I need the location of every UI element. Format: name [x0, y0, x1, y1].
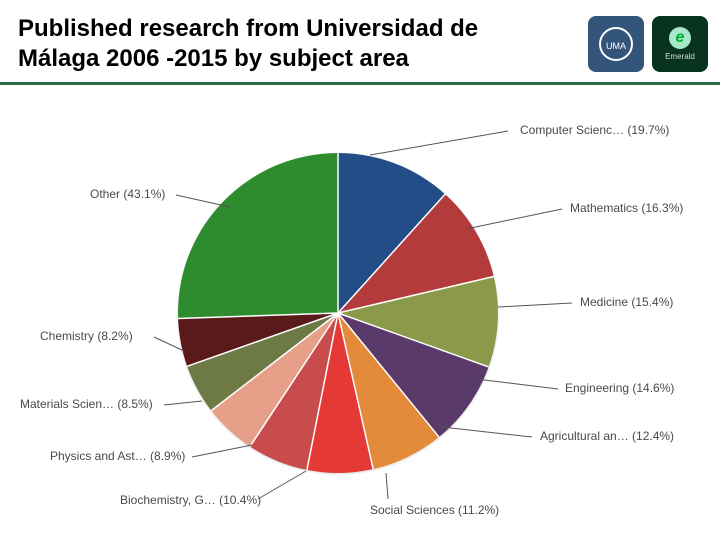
pie-chart: Computer Scienc… (19.7%) Mathematics (16.…	[0, 85, 720, 555]
slice-label: Medicine (15.4%)	[580, 295, 673, 309]
page-title: Published research from Universidad de M…	[18, 14, 538, 74]
university-logo: UMA	[588, 16, 644, 72]
svg-text:UMA: UMA	[606, 41, 626, 51]
slice-label: Materials Scien… (8.5%)	[20, 397, 153, 411]
logos: UMA eEmerald	[588, 16, 708, 72]
slice-label: Physics and Ast… (8.9%)	[50, 449, 185, 463]
slice-label: Biochemistry, G… (10.4%)	[120, 493, 261, 507]
pie-wrap	[178, 153, 498, 473]
slice-label: Engineering (14.6%)	[565, 381, 674, 395]
slice-label: Social Sciences (11.2%)	[370, 503, 499, 517]
slice-label: Other (43.1%)	[90, 187, 165, 201]
emerald-logo: eEmerald	[652, 16, 708, 72]
slice-label: Computer Scienc… (19.7%)	[520, 123, 669, 137]
slice-label: Mathematics (16.3%)	[570, 201, 683, 215]
slide: { "title": "Published research from Univ…	[0, 0, 720, 540]
slice-label: Agricultural an… (12.4%)	[540, 429, 674, 443]
header: Published research from Universidad de M…	[0, 0, 720, 82]
slice-label: Chemistry (8.2%)	[40, 329, 133, 343]
